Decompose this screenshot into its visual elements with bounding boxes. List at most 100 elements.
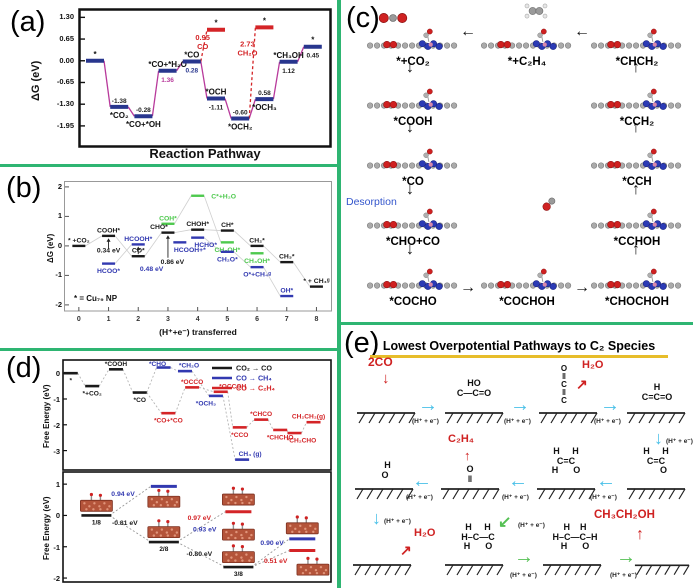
copper-slab-icon [285,514,319,535]
panel-e-title: Lowest Overpotential Pathways to C₂ Spec… [370,339,668,358]
species-label-c2h4: *+C₂H₄ [507,56,547,68]
species-label: OH* [280,288,293,295]
tick-label: -1.30 [56,99,74,109]
copper-slab-icon [79,492,114,512]
panel-d: Free Energy (eV) Free Energy (eV) * *+CO₂… [0,351,338,588]
energy-value: 1.36 [161,77,174,84]
surface-icon [538,411,598,425]
species-label: O*+CH₄ᵍ [243,272,271,279]
molecular-structure-co2 [360,25,466,53]
species-label-cocho: *COCHO [389,296,437,308]
footnote: * = Cu₇₉ NP [74,294,118,303]
annotation: CH₂O [237,49,257,58]
energy-value: -0.28 [136,107,151,114]
panel-a: ΔG (eV) * *CO₂ -1.38 *CO+*OH -0.28 *CO+*H₂O 1.… [0,0,338,164]
species-label: COH* [159,215,177,222]
species-label: *OCH₃ [196,400,216,407]
coverage-label: 2/8 [159,546,168,553]
panel-a-label: (a) [10,6,46,38]
arrow-step2: → [510,394,530,416]
species-label: HCOOH+* [174,247,206,254]
legend-label: CO → CH₄ [236,374,272,383]
arrow-c2h4-to-co2: ← [460,23,476,40]
species-label: HCOOH* [124,236,152,243]
species-label: *CO+*CO [154,418,183,425]
structure-occ: O ‖ C ‖ C [560,364,568,405]
species-label: CH₂CH₂(g) [292,414,325,421]
energy-value: 0.45 [306,53,319,60]
species-label: *CCO [231,432,248,439]
divider-c-e [341,322,693,325]
arrow-cochoh-to-chochoh: → [574,279,590,296]
x-tick-label: 6 [255,316,259,323]
energy-value: -0.60 [233,110,248,117]
copper-slab-icon [221,521,256,541]
species-2co: 2CO [368,355,393,369]
species-h2o-1: H₂O [582,359,604,371]
tick-label: -2 [53,574,60,584]
tick-label: 0 [57,240,62,250]
species-label: CH₂* [249,237,265,244]
arrow-step5: ← [596,470,616,492]
tick-label: -1 [55,270,62,280]
molecular-structure-cochoh [474,265,580,293]
legend-label: CO₂ → CO [236,364,272,373]
molecular-structure-chch2 [584,25,690,53]
species-label: *CH₂O [179,363,199,370]
arrow-step7: ← [412,470,432,492]
annotation: 0.95 [195,33,210,42]
species-c2h4: C₂H₄ [448,433,475,445]
species-label-cchoh: *CCHOH [613,236,661,248]
arrow-h2o-release-1: ↗ [576,376,588,392]
species-label: *OCH₃ [252,103,277,112]
arrow-cocho-to-cochoh: → [460,279,476,296]
x-tick-label: 4 [196,316,200,323]
energy-annotation: 0.94 eV [111,491,135,498]
species-label: *OCCOH [219,383,246,390]
desorption-label: Desorption [346,196,397,208]
copper-slab-icon [296,556,330,576]
surface-icon [444,563,504,577]
tick-label: 1 [55,480,60,490]
arrow-cch-to-cch2: ↑ [632,119,640,136]
species-label-chch2: *CHCH₂ [615,56,659,68]
molecular-structure-c2h4 [474,25,580,53]
annotation: 2.73 [240,40,255,49]
energy-value: 0.58 [258,90,271,97]
structure-oh-ads: H O [381,460,391,480]
legend-label: CO → C₂H₄ [236,384,276,393]
proton-electron-label: (H⁺ + e⁻) [666,438,693,445]
species-label: CH₂OH* [215,247,241,254]
species-label: *CO [184,50,199,59]
x-tick-label: 3 [166,316,170,323]
energy-annotation: 0.97 eV [188,515,212,522]
species-label: CHOH* [186,221,209,228]
copper-slab-icon [147,488,181,508]
tick-label: 0 [55,511,60,521]
energy-annotation: -0.80 eV [186,551,212,558]
arrow-cch2-to-chch2: ↑ [632,59,640,76]
surface-icon [634,563,690,577]
energy-value: -1.38 [112,98,127,105]
species-label: *CH₂CHO [287,438,317,445]
divider-b-d [0,348,337,351]
tick-label: -2 [55,299,62,309]
copper-slab-icon [221,543,256,564]
arrow-chch2-to-c2h4: ← [574,23,590,40]
species-label: *+CO₂ [83,391,102,398]
structure-occoh: HO C—C=O [456,378,492,398]
panel-a-ylabel: ΔG (eV) [30,60,42,101]
arrow-branch-ethanol: ↙ [498,514,512,531]
arrow-step9: → [514,546,534,568]
tick-label: -0.65 [56,77,74,87]
arrow-step4: ↓ [654,428,663,448]
species-label-cooh: *COOH [393,116,433,128]
species-label: *COOH [105,361,128,368]
arrow-step6: ← [508,470,528,492]
tick-label: 0.00 [59,55,74,65]
species-label: *CO+*OH [126,120,161,129]
energy-diagram-d-bottom: 1/8 2/8 3/8 0.94 eV -0.81 eV 0.97 eV 0.93 eV -0… [62,471,332,583]
panel-a-xlabel: Reaction Pathway [149,146,261,161]
species-label: HCHO* [194,242,217,249]
